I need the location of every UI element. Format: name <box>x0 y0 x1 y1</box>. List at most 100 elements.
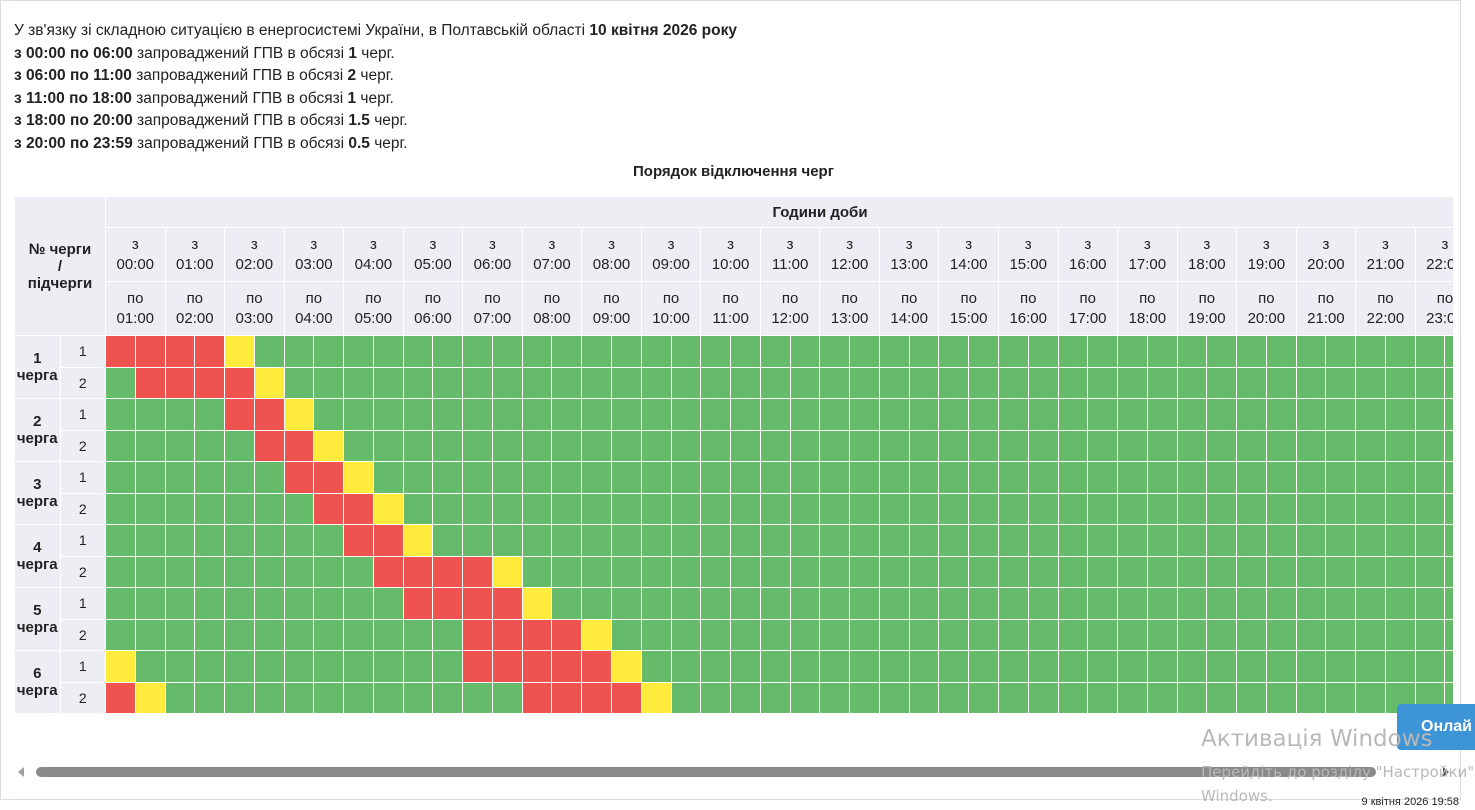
power-on-cell <box>789 492 821 525</box>
hour-from: 12:00 <box>830 255 869 273</box>
power-on-cell <box>938 492 970 525</box>
online-button[interactable]: Онлай <box>1397 704 1475 750</box>
power-on-cell <box>224 618 255 651</box>
power-on-cell <box>1444 335 1453 368</box>
hour-to-header: по 04:00 <box>283 281 345 336</box>
power-on-cell <box>670 366 702 399</box>
power-on-cell <box>700 587 732 620</box>
power-on-cell <box>700 461 732 494</box>
power-on-cell <box>1355 681 1386 714</box>
power-on-cell <box>1236 618 1267 651</box>
power-on-cell <box>670 461 702 494</box>
queue-label: 6 черга <box>14 650 61 714</box>
power-on-cell <box>432 650 464 683</box>
power-on-cell <box>908 398 940 431</box>
power-on-cell <box>164 587 196 620</box>
outage-cell <box>432 555 464 588</box>
scroll-left-arrow-icon[interactable] <box>18 767 24 777</box>
power-on-cell <box>611 492 642 525</box>
power-on-cell <box>819 587 851 620</box>
power-on-cell <box>1384 524 1416 557</box>
power-on-cell <box>462 681 493 714</box>
power-on-cell <box>283 335 315 368</box>
power-on-cell <box>462 492 493 525</box>
power-on-cell <box>343 555 374 588</box>
power-on-cell <box>819 618 851 651</box>
power-on-cell <box>224 555 255 588</box>
power-on-cell <box>759 335 791 368</box>
scroll-right-arrow-icon[interactable] <box>1443 767 1449 777</box>
hour-from-header: з 14:00 <box>938 227 999 282</box>
power-on-cell <box>1206 492 1238 525</box>
power-on-cell <box>1087 587 1119 620</box>
power-on-cell <box>105 429 136 462</box>
schedule-row: 2 <box>15 555 1453 588</box>
power-on-cell <box>730 429 761 462</box>
timestamp: 9 квітня 2026 19:58 <box>1361 796 1459 808</box>
period-text: запроваджений ГПВ в обсязі <box>131 67 348 85</box>
subqueue-label: 2 <box>59 492 106 525</box>
power-on-cell <box>878 461 910 494</box>
outage-cell <box>283 461 315 494</box>
power-on-cell <box>789 587 821 620</box>
hour-to: 08:00 <box>533 309 571 327</box>
power-on-cell <box>670 555 702 588</box>
hour-from-header: з 08:00 <box>581 227 642 282</box>
power-on-cell <box>164 492 196 525</box>
power-on-cell <box>700 681 732 714</box>
from-label: з <box>191 235 199 253</box>
power-on-cell <box>1117 650 1148 683</box>
power-on-cell <box>253 587 285 620</box>
outage-cell <box>105 335 136 368</box>
power-on-cell <box>1117 587 1148 620</box>
period-text: запроваджений ГПВ в обсязі <box>132 44 349 62</box>
power-on-cell <box>878 524 910 557</box>
hour-to: 03:00 <box>235 309 274 327</box>
power-on-cell <box>521 555 553 588</box>
power-on-cell <box>1265 461 1297 494</box>
power-on-cell <box>1087 492 1119 525</box>
to-label: по <box>424 289 442 307</box>
hour-from-header: з 01:00 <box>164 227 226 282</box>
hour-to: 09:00 <box>592 309 631 327</box>
power-on-cell <box>849 335 880 368</box>
power-on-cell <box>1265 366 1297 399</box>
power-on-cell <box>402 366 434 399</box>
power-on-cell <box>878 398 910 431</box>
power-on-cell <box>759 492 791 525</box>
power-on-cell <box>640 587 672 620</box>
from-label: з <box>1262 235 1270 253</box>
period-amount: 2 <box>347 67 357 85</box>
scrollbar-thumb[interactable] <box>36 767 1376 777</box>
power-on-cell <box>432 461 464 494</box>
power-on-cell <box>759 429 791 462</box>
power-on-cell <box>1027 555 1059 588</box>
outage-cell <box>491 650 523 683</box>
hour-to: 07:00 <box>473 309 512 327</box>
power-on-cell <box>581 492 613 525</box>
power-on-cell <box>1057 650 1089 683</box>
to-label: по <box>722 289 739 307</box>
hour-from-header: з 02:00 <box>224 227 285 282</box>
power-on-cell <box>878 587 910 620</box>
power-on-cell <box>1117 398 1148 431</box>
power-on-cell <box>1146 366 1178 399</box>
schedule-table-viewport: № черги / підчерги Години доби з 00:00 з 01… <box>14 196 1453 717</box>
power-on-cell <box>1057 398 1089 431</box>
to-label: по <box>186 289 204 307</box>
outage-cell <box>551 650 583 683</box>
power-on-cell <box>997 461 1029 494</box>
power-on-cell <box>1146 398 1178 431</box>
power-on-cell <box>1325 587 1357 620</box>
power-on-cell <box>1414 555 1446 588</box>
power-on-cell <box>1057 366 1089 399</box>
power-on-cell <box>134 524 166 557</box>
horizontal-scrollbar[interactable] <box>14 760 1453 784</box>
power-on-cell <box>432 681 464 714</box>
power-on-cell <box>581 461 613 494</box>
from-label: з <box>250 235 258 253</box>
hour-from: 17:00 <box>1128 255 1167 273</box>
power-on-cell <box>164 429 196 462</box>
power-on-cell <box>551 555 583 588</box>
queue-label: 2 черга <box>14 398 61 462</box>
